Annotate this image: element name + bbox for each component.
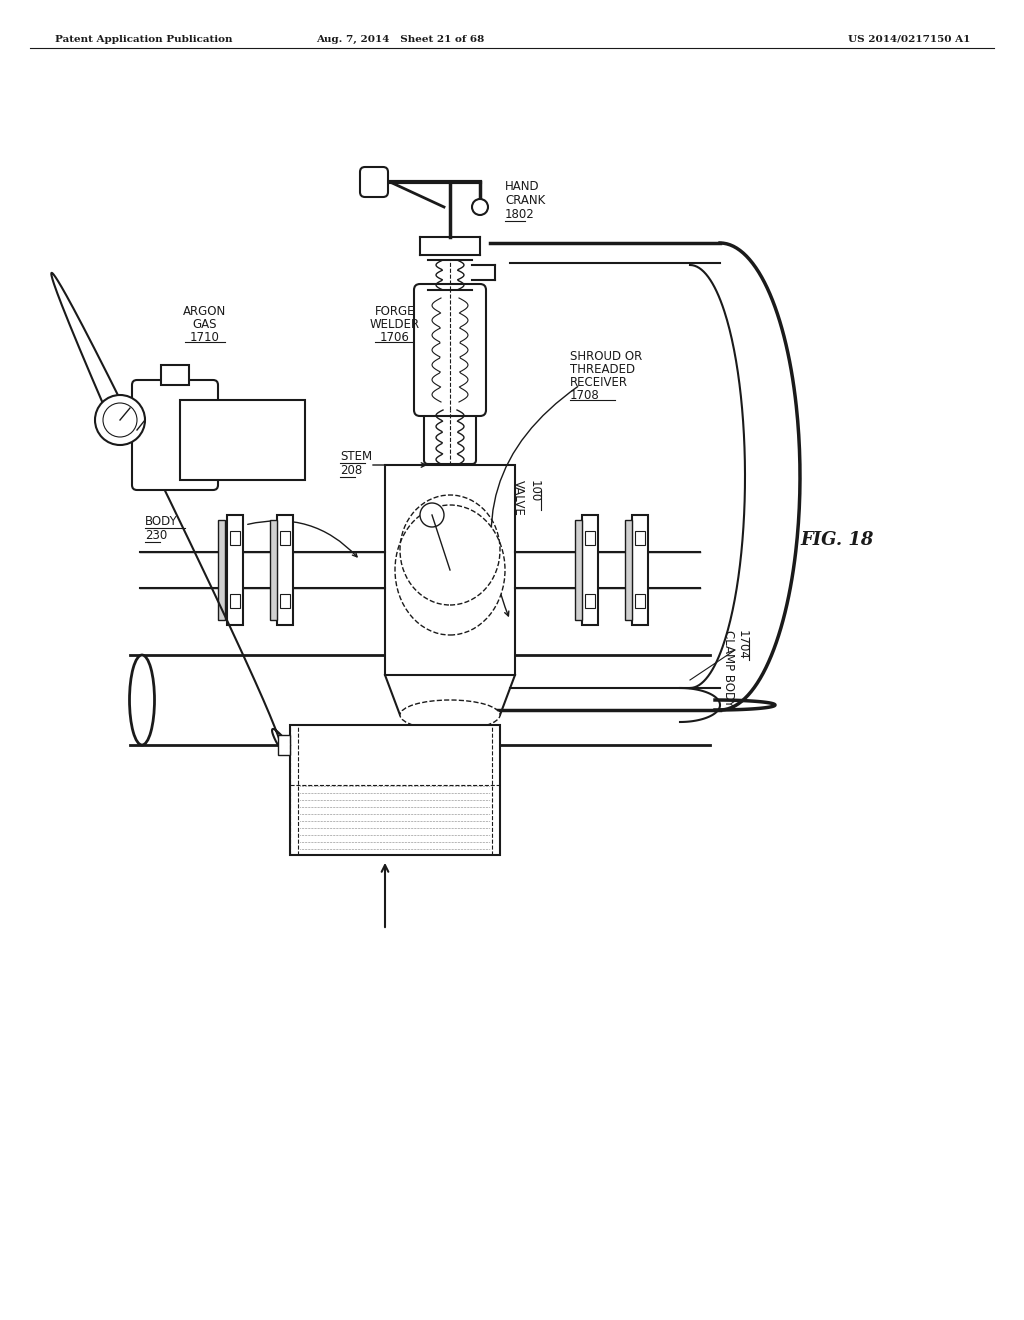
Bar [280, 531, 290, 545]
Bar [585, 531, 595, 545]
FancyBboxPatch shape [424, 407, 476, 465]
Bar [575, 520, 582, 620]
Circle shape [472, 199, 488, 215]
Text: 230: 230 [145, 529, 167, 543]
Text: Patent Application Publication: Patent Application Publication [55, 36, 232, 44]
Bar [278, 735, 290, 755]
Text: 1704: 1704 [736, 630, 749, 660]
Text: 1710: 1710 [190, 331, 220, 345]
Text: STEM: STEM [340, 450, 372, 463]
Text: HAND: HAND [505, 180, 540, 193]
FancyBboxPatch shape [360, 168, 388, 197]
Circle shape [103, 403, 137, 437]
Text: FORGE: FORGE [375, 305, 416, 318]
Text: FIG. 18: FIG. 18 [800, 531, 873, 549]
Bar [635, 531, 645, 545]
Text: 1708: 1708 [570, 389, 600, 403]
Text: 1802: 1802 [505, 209, 535, 220]
Text: 100: 100 [528, 480, 541, 502]
Circle shape [95, 395, 145, 445]
Text: 1706: 1706 [380, 331, 410, 345]
Bar [218, 520, 225, 620]
Bar [280, 594, 290, 609]
Bar [180, 400, 305, 480]
Bar [385, 465, 515, 675]
Bar [582, 515, 598, 624]
Text: GAS: GAS [193, 318, 217, 331]
Text: RECEIVER: RECEIVER [570, 376, 628, 389]
Ellipse shape [400, 700, 500, 730]
Text: US 2014/0217150 A1: US 2014/0217150 A1 [848, 36, 970, 44]
Bar [585, 594, 595, 609]
Circle shape [420, 503, 444, 527]
Bar [635, 594, 645, 609]
Text: THREADED: THREADED [570, 363, 635, 376]
Text: BODY: BODY [145, 515, 178, 528]
Bar [161, 366, 189, 385]
Bar [230, 594, 240, 609]
Bar [227, 515, 243, 624]
Text: 208: 208 [340, 465, 362, 477]
Text: Aug. 7, 2014   Sheet 21 of 68: Aug. 7, 2014 Sheet 21 of 68 [315, 36, 484, 44]
Text: SHROUD OR: SHROUD OR [570, 350, 642, 363]
Bar [632, 515, 648, 624]
Bar [278, 515, 293, 624]
Text: CRANK: CRANK [505, 194, 545, 207]
Bar [290, 725, 500, 855]
Bar [230, 531, 240, 545]
Ellipse shape [129, 655, 155, 744]
Bar [625, 520, 632, 620]
Text: ARGON: ARGON [183, 305, 226, 318]
FancyBboxPatch shape [414, 284, 486, 416]
Text: VALVE: VALVE [512, 480, 525, 516]
FancyBboxPatch shape [132, 380, 218, 490]
Ellipse shape [395, 506, 505, 635]
Text: WELDER: WELDER [370, 318, 420, 331]
Bar [270, 520, 278, 620]
Text: 1800: 1800 [155, 467, 186, 480]
Text: CLAMP BODY: CLAMP BODY [722, 630, 735, 706]
